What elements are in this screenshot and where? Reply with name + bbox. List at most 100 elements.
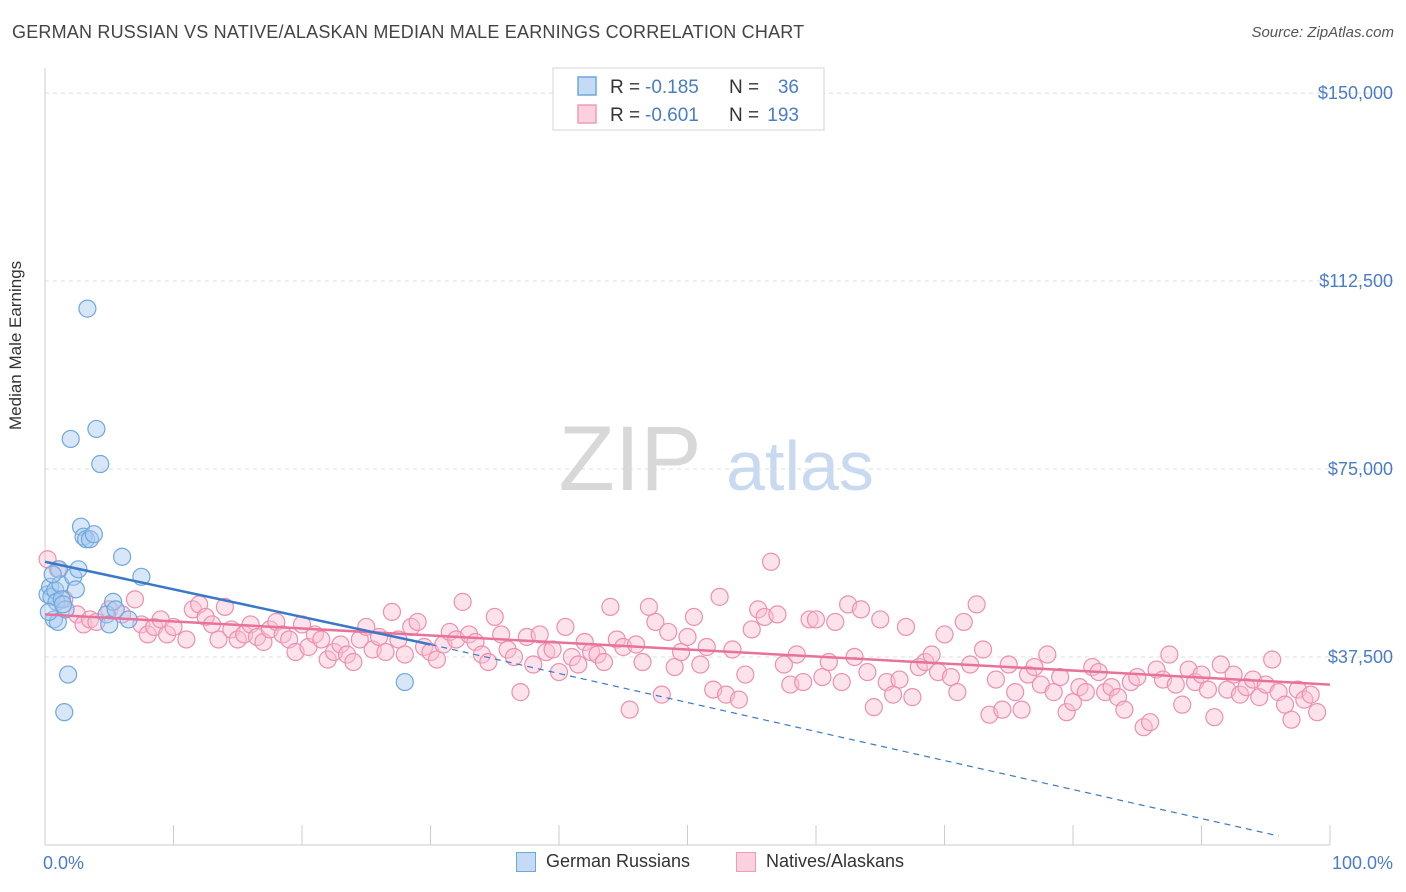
natives-alaskans-point-120 <box>845 647 864 667</box>
german-russians-point-12 <box>59 665 78 684</box>
natives-alaskans-point-90 <box>652 685 671 704</box>
natives-alaskans-point-94 <box>678 627 697 647</box>
natives-alaskans-point-91 <box>659 622 678 642</box>
natives-alaskans-point-78 <box>575 632 594 652</box>
stats-r-value-1: -0.601 <box>645 105 699 126</box>
natives-alaskans-point-142 <box>986 670 1006 689</box>
natives-alaskans-point-122 <box>858 662 877 682</box>
natives-alaskans-point-102 <box>729 690 749 709</box>
natives-alaskans-point-154 <box>1063 693 1083 712</box>
stats-swatch-1 <box>577 104 597 124</box>
natives-alaskans-point-55 <box>427 650 447 669</box>
natives-alaskans-trend-line <box>44 613 1331 686</box>
natives-alaskans-point-85 <box>620 700 639 719</box>
natives-alaskans-point-89 <box>646 612 665 632</box>
natives-alaskans-point-103 <box>736 665 755 684</box>
natives-alaskans-point-143 <box>993 700 1012 719</box>
german-russians-point-35 <box>395 672 414 692</box>
natives-alaskans-point-174 <box>1192 665 1211 684</box>
legend-item-natives-alaskans[interactable]: Natives/Alaskans <box>736 851 904 872</box>
natives-alaskans-point-156 <box>1076 683 1095 702</box>
natives-alaskans-point-97 <box>697 637 716 657</box>
natives-alaskans-point-48 <box>382 602 402 622</box>
natives-alaskans-point-71 <box>530 625 549 644</box>
natives-alaskans-point-132 <box>922 645 941 664</box>
natives-alaskans-point-101 <box>723 640 742 659</box>
legend-item-german-russians[interactable]: German Russians <box>516 851 690 872</box>
x-tick-label-1: 100.0% <box>1332 853 1393 873</box>
german-russians-point-22 <box>84 525 103 544</box>
german-russians-point-15 <box>66 580 85 599</box>
german-russians-point-20 <box>78 299 97 318</box>
natives-alaskans-point-21 <box>209 630 228 649</box>
german-russians-points <box>38 299 414 722</box>
natives-alaskans-point-93 <box>671 642 691 662</box>
natives-alaskans-point-147 <box>1018 665 1038 684</box>
natives-alaskans-point-126 <box>883 685 903 704</box>
natives-alaskans-point-42 <box>344 652 363 672</box>
natives-alaskans-point-139 <box>967 595 986 614</box>
natives-alaskans-point-127 <box>890 670 909 689</box>
natives-alaskans-point-77 <box>569 655 588 674</box>
natives-alaskans-point-134 <box>935 625 954 644</box>
stats-r-label-1: R = <box>610 105 640 126</box>
natives-alaskans-point-64 <box>485 607 504 627</box>
natives-alaskans-point-166 <box>1140 713 1160 732</box>
natives-alaskans-point-171 <box>1173 695 1192 714</box>
natives-alaskans-point-63 <box>479 652 498 672</box>
natives-alaskans-point-108 <box>768 605 787 624</box>
german-russians-point-24 <box>91 454 110 474</box>
y-tick-label-2: $112,500 <box>1319 271 1393 291</box>
natives-alaskans-point-129 <box>903 688 922 707</box>
legend-swatch-german-russians <box>516 851 536 872</box>
natives-alaskans-point-169 <box>1160 645 1179 664</box>
stats-n-label-1: N = <box>729 105 759 126</box>
natives-alaskans-point-59 <box>453 592 472 611</box>
series-legend: German Russians Natives/Alaskans <box>0 851 1406 879</box>
natives-alaskans-point-164 <box>1128 667 1147 687</box>
watermark: ZIP atlas <box>558 408 874 510</box>
stats-r-value-0: -0.185 <box>645 77 699 98</box>
natives-alaskans-point-150 <box>1038 645 1057 664</box>
natives-alaskans-point-188 <box>1282 710 1301 729</box>
german-russians-point-29 <box>112 547 132 566</box>
natives-alaskans-point-152 <box>1051 667 1070 687</box>
gridlines <box>45 92 1395 658</box>
natives-alaskans-point-153 <box>1057 703 1076 722</box>
natives-alaskans-point-37 <box>312 630 331 649</box>
natives-alaskans-point-80 <box>588 645 607 664</box>
natives-alaskans-point-176 <box>1205 708 1224 727</box>
natives-alaskans-point-50 <box>395 645 414 664</box>
german-russians-point-26 <box>100 615 119 634</box>
stats-legend-box <box>552 67 825 131</box>
natives-alaskans-point-144 <box>999 655 1018 674</box>
natives-alaskans-point-117 <box>826 612 845 632</box>
natives-alaskans-point-136 <box>948 683 967 702</box>
natives-alaskans-point-95 <box>684 607 704 627</box>
natives-alaskans-point-121 <box>851 600 871 619</box>
natives-alaskans-point-99 <box>710 587 729 606</box>
natives-alaskans-point-66 <box>498 640 517 659</box>
natives-alaskans-point-181 <box>1237 677 1256 697</box>
german-russians-trend-extension <box>430 643 1279 837</box>
natives-alaskans-point-83 <box>607 630 626 649</box>
legend-swatch-natives-alaskans <box>736 851 756 872</box>
natives-alaskans-point-22 <box>215 597 234 616</box>
natives-alaskans-point-177 <box>1211 655 1230 674</box>
x-tick-labels: 0.0% 100.0% <box>43 853 1393 873</box>
german-russians-point-13 <box>61 429 80 449</box>
german-russians-point-10 <box>55 703 74 722</box>
natives-alaskans-point-123 <box>864 698 883 717</box>
german-russians-point-23 <box>87 419 106 439</box>
natives-alaskans-points <box>38 550 1327 737</box>
natives-alaskans-point-14 <box>157 625 177 644</box>
natives-alaskans-point-180 <box>1230 685 1250 704</box>
natives-alaskans-point-192 <box>1308 703 1327 722</box>
x-tick-label-0: 0.0% <box>43 853 84 873</box>
natives-alaskans-point-140 <box>973 640 993 659</box>
natives-alaskans-point-137 <box>954 612 973 632</box>
watermark-zip: ZIP <box>558 408 701 510</box>
chart-title: GERMAN RUSSIAN VS NATIVE/ALASKAN MEDIAN … <box>12 22 805 42</box>
natives-alaskans-point-38 <box>318 650 337 669</box>
